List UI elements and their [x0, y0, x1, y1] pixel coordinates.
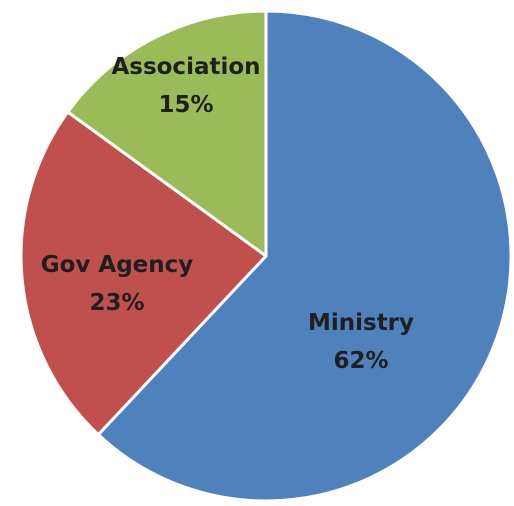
- slice-label-ministry: Ministry: [308, 310, 414, 336]
- pie-slice-gov-agency: [19, 110, 268, 437]
- slice-label-association: Association: [111, 54, 260, 80]
- pie-labels: Ministry 62% Gov Agency 23% Association 15%: [41, 54, 414, 374]
- pie-slice-ministry: [96, 9, 513, 503]
- slice-value-association: 15%: [158, 92, 213, 118]
- pie-slice-association: [66, 9, 268, 258]
- slice-label-gov-agency: Gov Agency: [41, 252, 194, 278]
- slice-value-ministry: 62%: [333, 348, 388, 374]
- pie-slices: [19, 9, 513, 503]
- slice-value-gov-agency: 23%: [89, 290, 144, 316]
